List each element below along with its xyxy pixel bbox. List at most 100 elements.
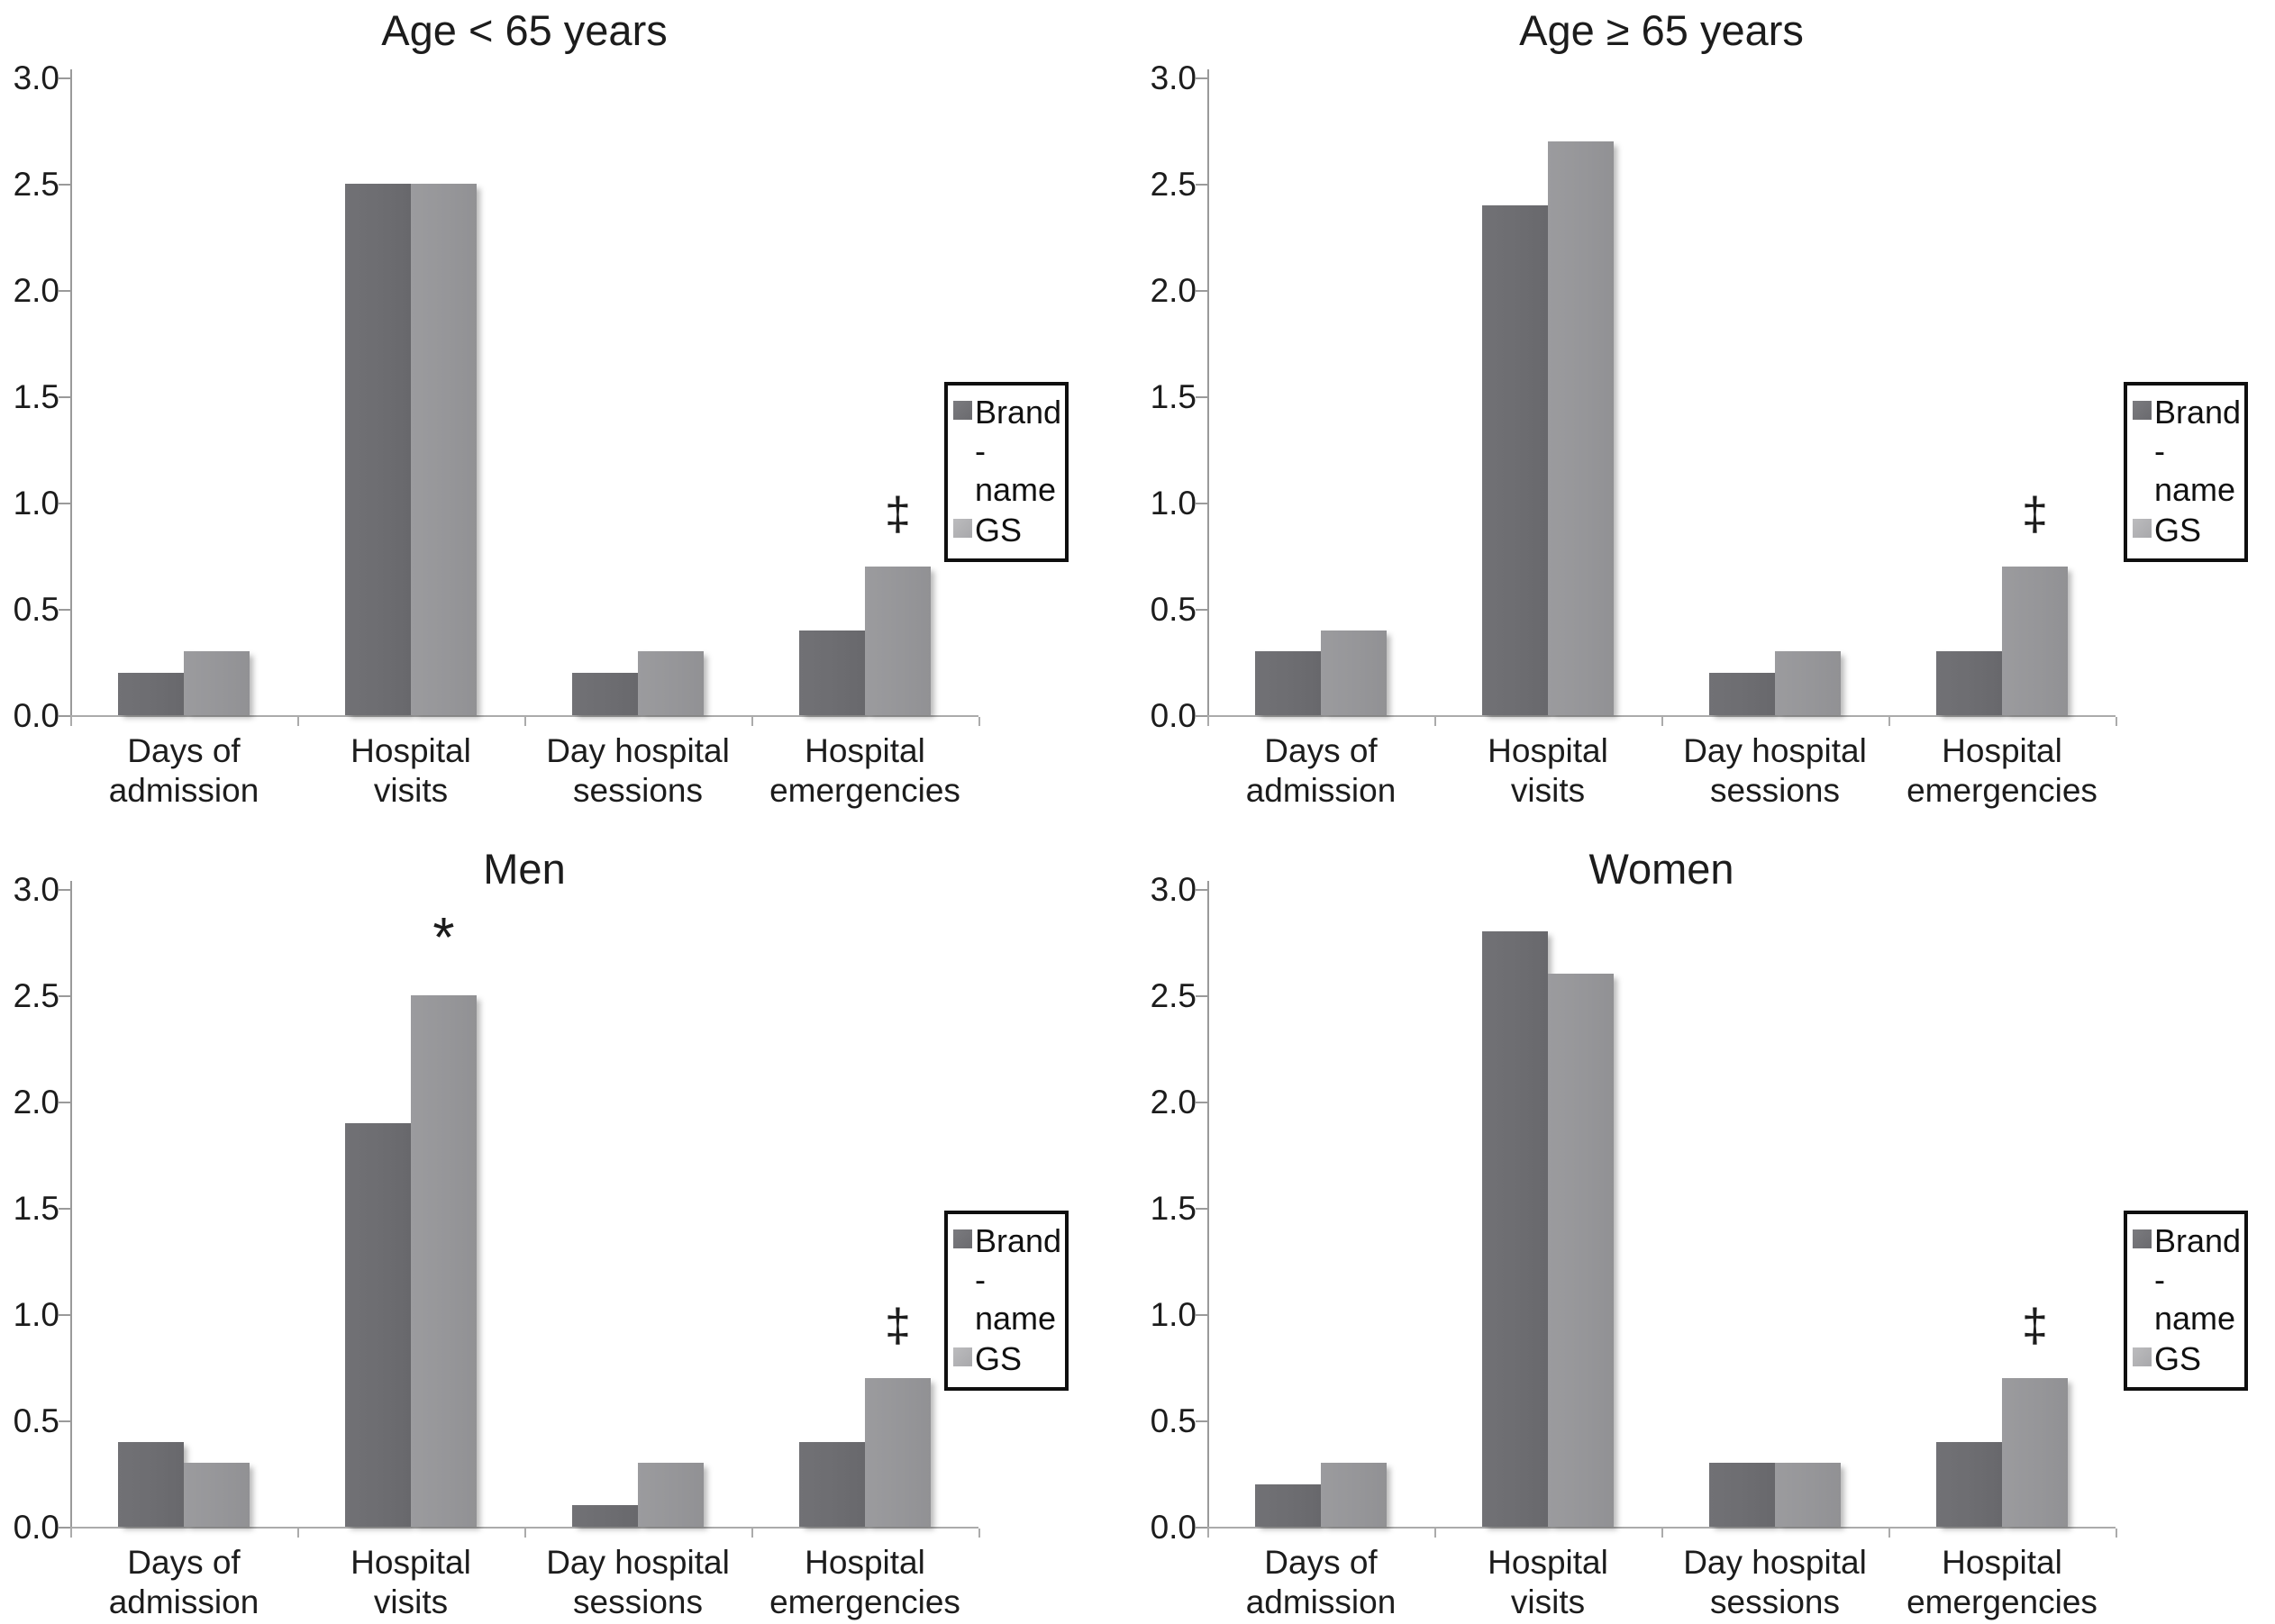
y-tick: [1196, 184, 1207, 186]
y-tick-label: 2.5: [13, 166, 59, 203]
y-tick: [59, 396, 70, 398]
legend-label-gs: GS: [2154, 512, 2202, 549]
y-tick: [1196, 503, 1207, 504]
legend-item-brand: Brand-name: [2133, 393, 2243, 509]
legend-swatch-gs-icon: [953, 1347, 972, 1366]
y-tick-label: 2.0: [13, 1084, 59, 1120]
bar-gs-age-lt-65-0: [184, 651, 250, 715]
category-label-line: sessions: [1710, 772, 1840, 809]
y-tick-label: 3.0: [13, 59, 59, 96]
x-tick: [1661, 717, 1663, 726]
legend-age-ge-65: Brand-name GS: [2124, 382, 2248, 562]
category-label-1: Hospital visits: [1434, 1543, 1661, 1622]
y-tick: [59, 1420, 70, 1422]
x-tick: [751, 1529, 753, 1538]
category-label-line: emergencies: [769, 1583, 960, 1620]
category-label-0: Days of admission: [70, 731, 297, 811]
x-axis: [70, 715, 978, 717]
y-tick: [59, 715, 70, 717]
x-tick: [524, 1529, 526, 1538]
x-tick: [70, 1529, 72, 1538]
category-label-1: Hospital visits: [1434, 731, 1661, 811]
category-label-line: visits: [1510, 772, 1586, 809]
bar-gs-men-3: [865, 1378, 931, 1527]
x-tick: [2116, 1529, 2117, 1538]
y-tick: [1196, 1102, 1207, 1103]
y-tick-label: 3.0: [1150, 871, 1197, 908]
category-label-2: Day hospital sessions: [1661, 731, 1888, 811]
legend-swatch-brand-icon: [953, 401, 972, 420]
legend-item-brand: Brand-name: [953, 393, 1063, 509]
x-tick: [297, 717, 299, 726]
category-label-line: emergencies: [1906, 772, 2098, 809]
category-label-line: admission: [108, 1583, 259, 1620]
bar-brand-name-women-3: [1936, 1442, 2002, 1527]
y-tick-label: 2.0: [1150, 272, 1197, 309]
y-tick-label: 0.0: [1150, 1509, 1197, 1546]
y-tick-label: 2.5: [1150, 166, 1197, 203]
bar-gs-women-2: [1775, 1463, 1841, 1527]
y-tick-label: 1.0: [1150, 1296, 1197, 1333]
bar-brand-name-age-ge-65-3: [1936, 651, 2002, 715]
bar-brand-name-men-3: [799, 1442, 865, 1527]
x-axis: [1207, 715, 2116, 717]
y-tick-label: 1.0: [13, 485, 59, 522]
legend-swatch-gs-icon: [953, 519, 972, 538]
bar-brand-name-age-ge-65-2: [1709, 673, 1775, 715]
x-tick: [1207, 1529, 1209, 1538]
y-tick-label: 0.5: [13, 1402, 59, 1439]
y-axis: [70, 69, 72, 717]
category-label-line: Hospital: [1942, 732, 2062, 769]
x-tick: [70, 717, 72, 726]
y-tick: [1196, 609, 1207, 611]
y-tick-label: 1.5: [1150, 1190, 1197, 1227]
panel-title-women: Women: [1588, 845, 1734, 893]
category-label-line: Hospital: [1942, 1544, 2062, 1581]
panel-title-age-ge-65: Age ≥ 65 years: [1519, 6, 1804, 54]
y-tick-label: 2.5: [1150, 977, 1197, 1014]
x-tick: [751, 717, 753, 726]
category-label-line: sessions: [1710, 1583, 1840, 1620]
legend-swatch-brand-icon: [2133, 1229, 2152, 1248]
x-axis: [1207, 1527, 2116, 1529]
y-tick: [1196, 715, 1207, 717]
category-label-line: admission: [108, 772, 259, 809]
y-tick: [1196, 77, 1207, 79]
category-label-3: Hospital emergencies: [1888, 731, 2116, 811]
y-tick: [1196, 1208, 1207, 1210]
significance-marker: ‡: [885, 488, 911, 540]
panel-age-lt-65: Age < 65 years 3.0 2.5 2.0 1.5 1.0 0.5 0.0 Days …: [0, 0, 1137, 812]
y-tick-label: 1.5: [1150, 378, 1197, 415]
y-tick-label: 1.5: [13, 378, 59, 415]
y-tick: [1196, 889, 1207, 891]
y-tick: [1196, 290, 1207, 292]
category-label-line: Day hospital: [1683, 732, 1867, 769]
bar-gs-men-0: [184, 1463, 250, 1527]
y-tick-label: 1.5: [13, 1190, 59, 1227]
category-label-1: Hospital visits: [297, 1543, 524, 1622]
legend-item-gs: GS: [2133, 511, 2243, 549]
category-label-line: Hospital: [1488, 732, 1608, 769]
bar-brand-name-men-2: [572, 1505, 638, 1527]
y-tick: [59, 77, 70, 79]
significance-marker: ‡: [2022, 488, 2048, 540]
y-tick: [1196, 995, 1207, 997]
y-tick: [1196, 1420, 1207, 1422]
legend-item-gs: GS: [2133, 1339, 2243, 1378]
y-tick: [59, 889, 70, 891]
category-label-line: sessions: [573, 772, 703, 809]
y-tick: [59, 995, 70, 997]
category-label-line: Days of: [127, 1544, 241, 1581]
category-label-3: Hospital emergencies: [751, 731, 978, 811]
x-tick: [1434, 1529, 1436, 1538]
legend-swatch-gs-icon: [2133, 519, 2152, 538]
y-tick: [59, 1208, 70, 1210]
y-tick: [59, 1314, 70, 1316]
category-label-line: Days of: [127, 732, 241, 769]
y-tick: [1196, 1314, 1207, 1316]
y-tick: [59, 290, 70, 292]
bar-gs-age-ge-65-0: [1321, 631, 1387, 715]
category-label-1: Hospital visits: [297, 731, 524, 811]
y-tick-label: 2.0: [1150, 1084, 1197, 1120]
legend-label-brand: Brand-name: [975, 394, 1062, 508]
